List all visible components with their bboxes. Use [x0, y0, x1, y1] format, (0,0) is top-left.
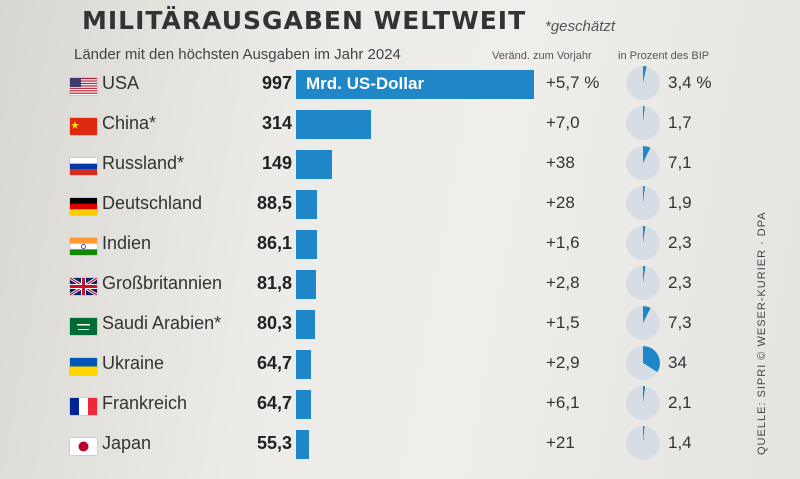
bar: [296, 150, 332, 179]
table-row: Russland* 149 +38 7,1: [0, 146, 800, 190]
change-label: +6,1: [546, 393, 580, 412]
table-row: Großbritannien 81,8 +2,8 2,3: [0, 266, 800, 310]
country-label: China*: [102, 113, 157, 133]
flag-ua-icon: [70, 358, 97, 375]
value-label: 64,7: [256, 353, 292, 373]
country-label: Saudi Arabien*: [102, 313, 222, 333]
gdp-label: 7,3: [668, 313, 692, 332]
gdp-pie: [626, 346, 660, 380]
gdp-label: 2,3: [668, 273, 692, 292]
gdp-label: 2,3: [668, 233, 692, 252]
gdp-pie: [626, 226, 660, 260]
gdp-pie: [626, 306, 660, 340]
change-label: +2,8: [546, 273, 580, 292]
bar: [296, 230, 317, 259]
unit-label: Mrd. US-Dollar: [306, 74, 425, 93]
gdp-pie: [626, 266, 660, 300]
flag-sa-icon: [70, 318, 97, 335]
table-row: Deutschland 88,5 +28 1,9: [0, 186, 800, 230]
change-label: +38: [546, 153, 575, 172]
change-label: +1,5: [546, 313, 580, 332]
flag-cn-icon: [70, 118, 97, 135]
country-label: Russland*: [102, 153, 185, 173]
bar: [296, 310, 316, 339]
gdp-column-header: in Prozent des BIP: [618, 50, 710, 62]
bar: [296, 270, 316, 299]
table-row: USA 997 Mrd. US-Dollar +5,7 % 3,4 %: [0, 66, 800, 110]
value-label: 314: [261, 113, 292, 133]
country-label: Großbritannien: [102, 273, 223, 293]
change-label: +28: [546, 193, 575, 212]
value-label: 80,3: [256, 313, 292, 333]
bar: [296, 110, 371, 139]
country-label: Japan: [102, 433, 152, 453]
gdp-label: 2,1: [668, 393, 692, 412]
bar: [296, 190, 318, 219]
gdp-pie: [626, 66, 660, 100]
country-label: Indien: [102, 233, 152, 253]
change-column-header: Veränd. zum Vorjahr: [492, 50, 592, 62]
flag-de-icon: [70, 198, 97, 216]
flag-gb-icon: [69, 276, 98, 297]
gdp-pie: [626, 426, 660, 460]
estimate-note: *geschätzt: [545, 18, 616, 35]
change-label: +21: [546, 433, 575, 452]
bar: [296, 350, 312, 379]
bar: [296, 430, 310, 459]
table-row: China* 314 +7,0 1,7: [0, 106, 800, 150]
flag-ru-icon: [70, 158, 97, 176]
gdp-label: 7,1: [668, 153, 692, 172]
gdp-pie: [626, 146, 660, 180]
gdp-label: 34: [668, 353, 687, 372]
flag-in-icon: [70, 238, 97, 256]
country-label: USA: [102, 73, 140, 93]
gdp-pie: [626, 186, 660, 220]
value-label: 86,1: [256, 233, 292, 253]
value-label: 149: [261, 153, 292, 173]
gdp-label: 1,4: [668, 433, 692, 452]
country-label: Frankreich: [102, 393, 188, 413]
gdp-pie: [626, 106, 660, 140]
gdp-label: 3,4 %: [668, 73, 712, 92]
country-label: Ukraine: [102, 353, 165, 373]
flag-us-icon: [70, 78, 97, 95]
gdp-pie: [626, 386, 660, 420]
change-label: +5,7 %: [546, 73, 600, 92]
change-label: +1,6: [546, 233, 580, 252]
table-row: Ukraine 64,7 +2,9 34: [0, 346, 800, 390]
source-credit: QUELLE: SIPRI © WESER-KURIER · DPA: [756, 211, 768, 455]
chart-subtitle: Länder mit den höchsten Ausgaben im Jahr…: [74, 46, 401, 63]
value-label: 997: [261, 73, 292, 93]
value-label: 55,3: [256, 433, 292, 453]
table-row: Frankreich 64,7 +6,1 2,1: [0, 386, 800, 430]
country-label: Deutschland: [102, 193, 203, 213]
gdp-label: 1,7: [668, 113, 692, 132]
flag-jp-icon: [70, 438, 97, 455]
value-label: 88,5: [256, 193, 292, 213]
bar: [296, 390, 312, 419]
flag-fr-icon: [70, 398, 97, 415]
table-row: Indien 86,1 +1,6 2,3: [0, 226, 800, 270]
chart-title: MILITÄRAUSGABEN WELTWEIT: [82, 6, 527, 35]
change-label: +2,9: [546, 353, 580, 372]
gdp-label: 1,9: [668, 193, 692, 212]
change-label: +7,0: [546, 113, 580, 132]
table-row: Japan 55,3 +21 1,4: [0, 426, 800, 470]
bar: [296, 70, 534, 99]
value-label: 64,7: [256, 393, 292, 413]
table-row: Saudi Arabien* 80,3 +1,5 7,3: [0, 306, 800, 350]
value-label: 81,8: [256, 273, 292, 293]
